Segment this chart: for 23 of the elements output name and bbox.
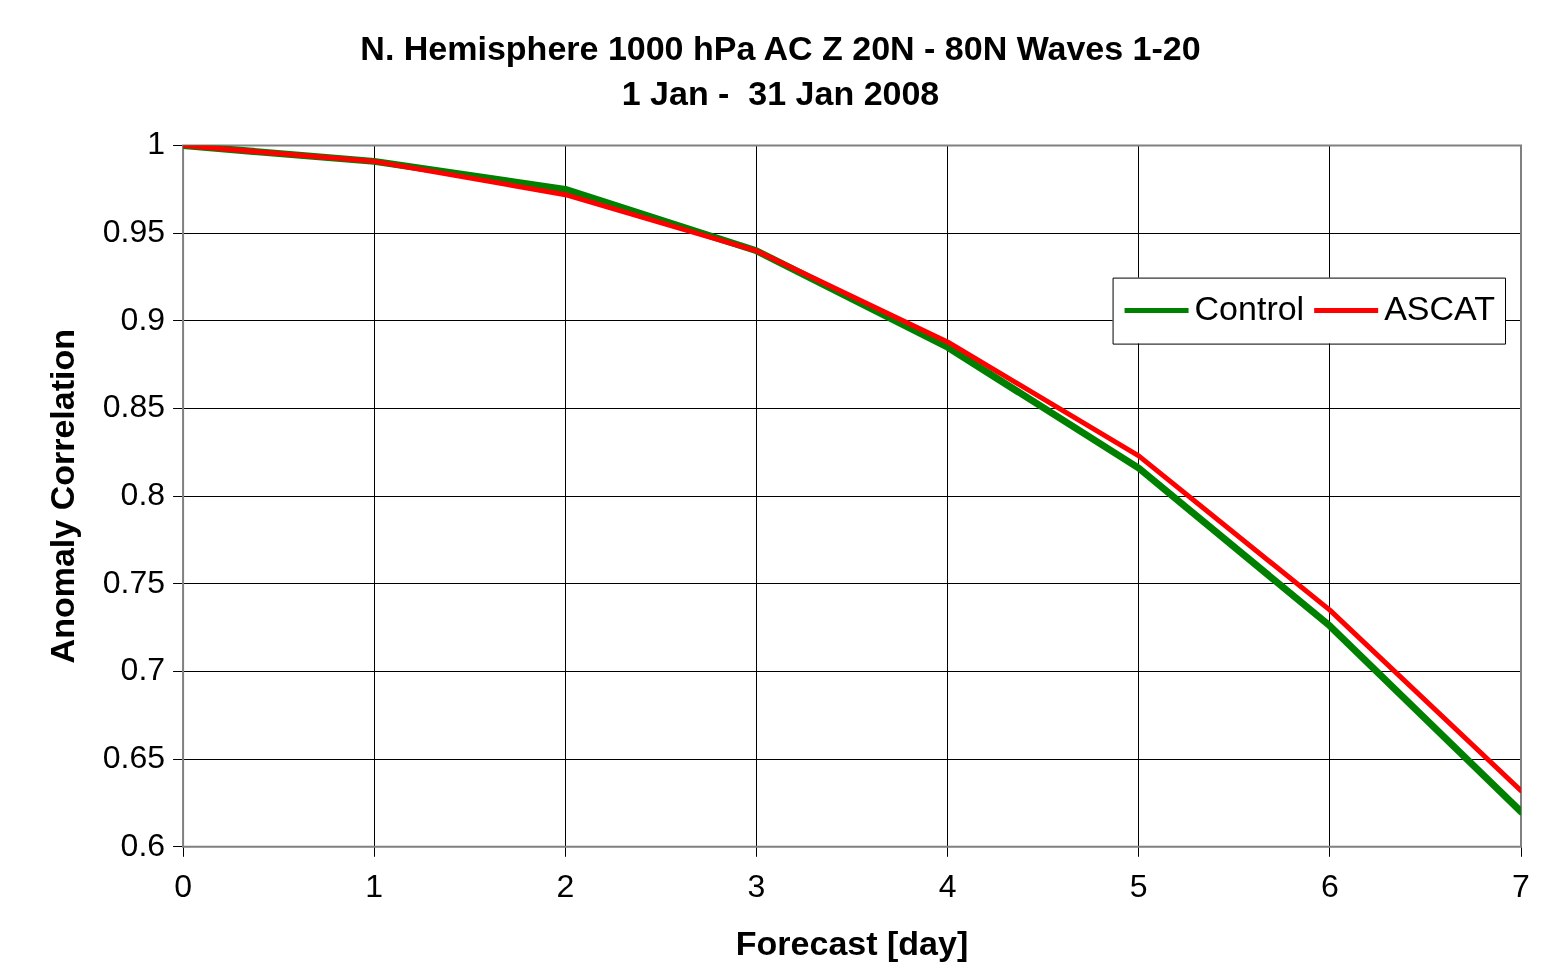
x-tick-label: 0 [174, 867, 192, 904]
legend-label: Control [1194, 288, 1305, 327]
x-tick-label: 5 [1129, 867, 1148, 904]
chart-title: N. Hemisphere 1000 hPa AC Z 20N - 80N Waves 1-20 [360, 28, 1201, 67]
x-tick-label: 6 [1320, 867, 1339, 904]
legend-label: ASCAT [1384, 288, 1496, 327]
x-axis-title: Forecast [day] [735, 923, 969, 962]
x-tick-label: 1 [365, 867, 384, 904]
y-tick-label: 0.85 [102, 388, 166, 425]
chart-subtitle: 1 Jan - 31 Jan 2008 [621, 73, 940, 112]
y-tick-label: 0.7 [120, 651, 166, 688]
y-tick-label: 0.75 [102, 563, 166, 600]
y-axis-title: Anomaly Correlation [42, 329, 81, 664]
x-tick-label: 4 [938, 867, 957, 904]
y-tick-label: 0.9 [120, 300, 166, 337]
y-tick-label: 0.6 [120, 826, 166, 863]
y-tick-label: 1 [147, 125, 166, 162]
y-tick-label: 0.95 [102, 213, 166, 250]
y-tick-label: 0.8 [120, 476, 166, 513]
x-tick-label: 3 [747, 867, 766, 904]
x-tick-label: 2 [556, 867, 575, 904]
y-tick-label: 0.65 [102, 738, 166, 775]
x-tick-label: 7 [1512, 867, 1530, 904]
